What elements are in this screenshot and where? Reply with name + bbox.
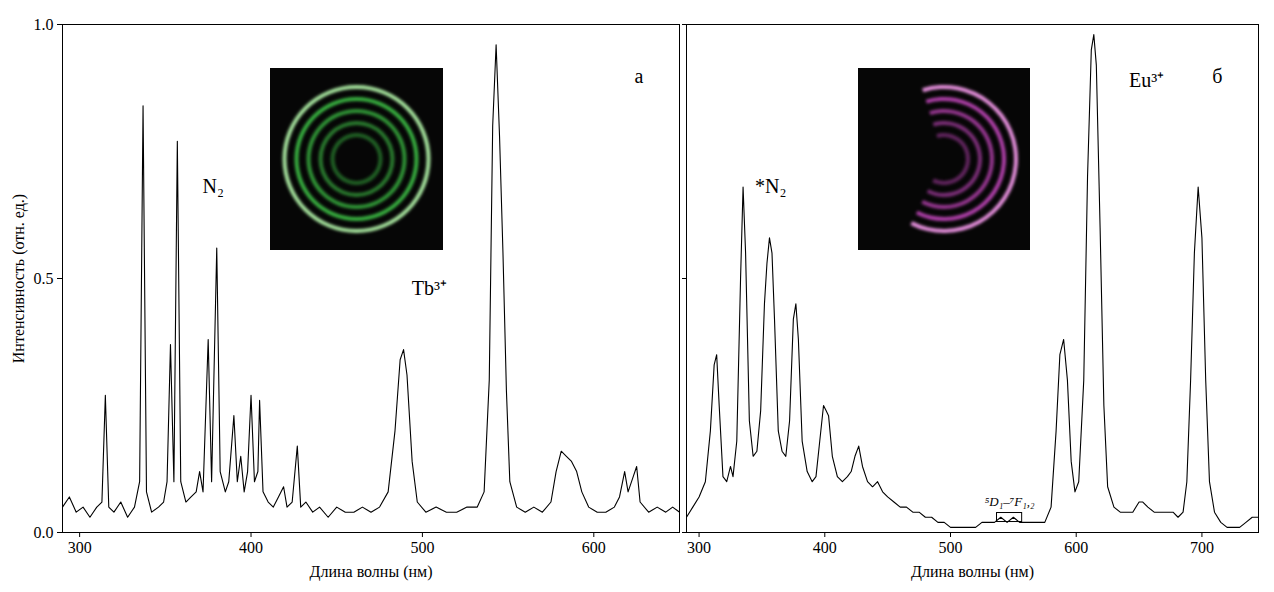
svg-text:400: 400 xyxy=(239,539,263,556)
svg-text:Длина волны (нм): Длина волны (нм) xyxy=(310,563,433,581)
svg-text:Интенсивность (отн. ед.): Интенсивность (отн. ед.) xyxy=(10,194,28,363)
svg-text:400: 400 xyxy=(813,539,837,556)
svg-text:500: 500 xyxy=(410,539,434,556)
svg-text:600: 600 xyxy=(582,539,606,556)
svg-text:*N₂: *N₂ xyxy=(755,175,786,197)
svg-text:б: б xyxy=(1212,65,1222,87)
svg-text:1.0: 1.0 xyxy=(34,16,54,33)
svg-text:Длина волны (нм): Длина волны (нм) xyxy=(911,563,1034,581)
svg-text:600: 600 xyxy=(1064,539,1088,556)
svg-text:0.5: 0.5 xyxy=(34,270,54,287)
svg-text:а: а xyxy=(635,65,644,87)
svg-text:0.0: 0.0 xyxy=(34,524,54,541)
svg-text:Tb³⁺: Tb³⁺ xyxy=(412,277,447,299)
svg-text:⁵D₁–⁷F₁,₂: ⁵D₁–⁷F₁,₂ xyxy=(985,494,1035,509)
svg-text:700: 700 xyxy=(1190,539,1214,556)
svg-text:N₂: N₂ xyxy=(203,175,224,197)
svg-text:Eu³⁺: Eu³⁺ xyxy=(1129,69,1164,91)
svg-text:300: 300 xyxy=(687,539,711,556)
svg-text:300: 300 xyxy=(68,539,92,556)
svg-text:500: 500 xyxy=(939,539,963,556)
